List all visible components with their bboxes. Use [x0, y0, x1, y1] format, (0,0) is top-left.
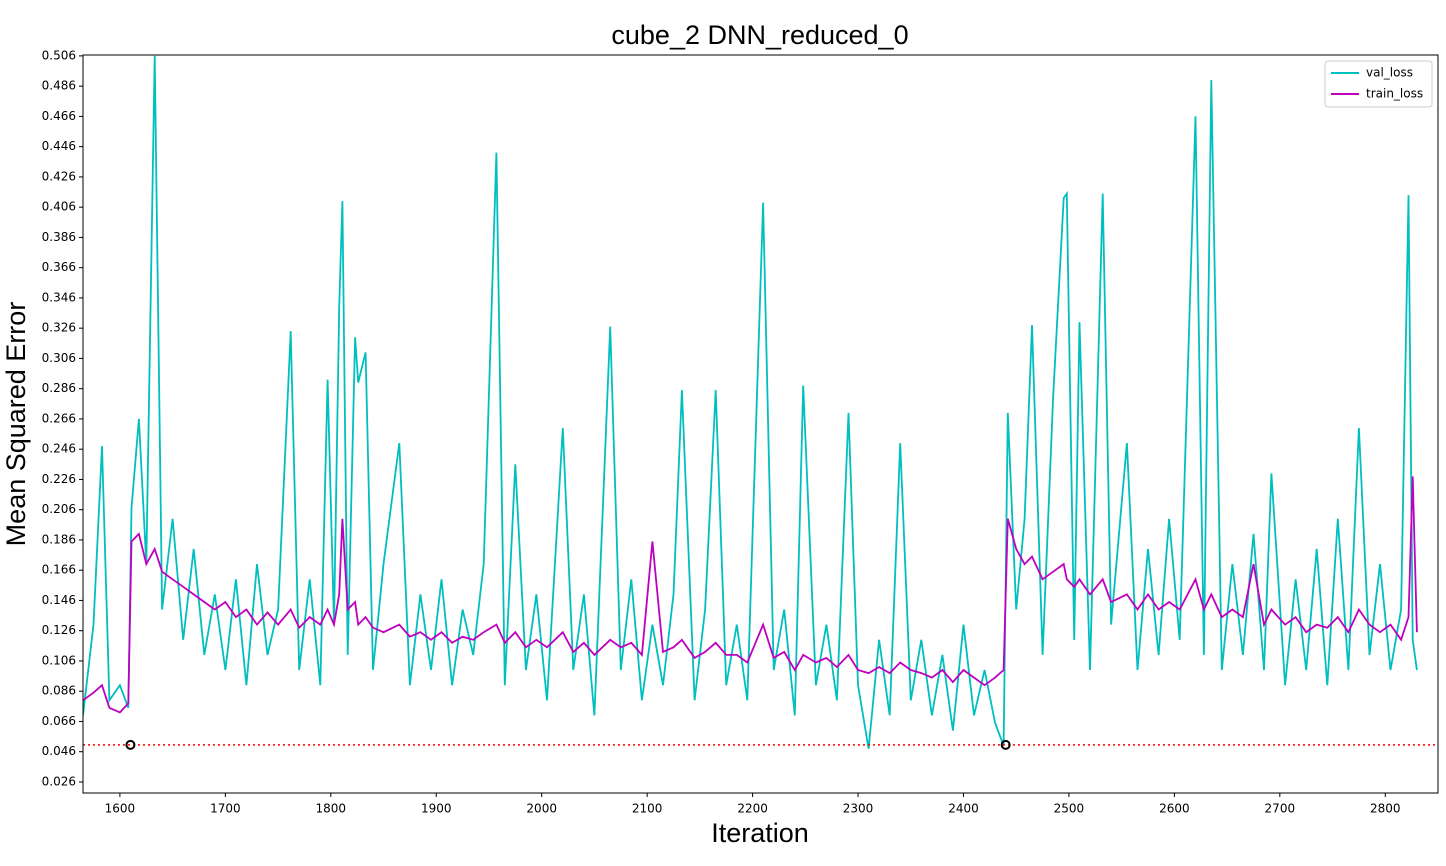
y-tick-label: 0.166 — [42, 563, 76, 577]
y-tick-label: 0.386 — [42, 230, 76, 244]
y-tick-label: 0.486 — [42, 79, 76, 93]
line-series — [83, 476, 1418, 714]
line-series — [83, 55, 1418, 749]
y-tick-label: 0.306 — [42, 351, 76, 365]
axes-frame — [82, 54, 1439, 794]
y-tick-label: 0.266 — [42, 411, 76, 425]
y-tick-label: 0.066 — [42, 714, 76, 728]
x-tick-label: 2500 — [1054, 802, 1085, 816]
x-axis-label: Iteration — [711, 818, 809, 848]
y-axis-label: Mean Squared Error — [1, 302, 31, 547]
y-tick-label: 0.406 — [42, 200, 76, 214]
y-tick-label: 0.086 — [42, 684, 76, 698]
y-tick-label: 0.186 — [42, 532, 76, 546]
x-tick-label: 2200 — [737, 802, 768, 816]
legend-label: train_loss — [1366, 87, 1423, 101]
y-tick-label: 0.106 — [42, 653, 76, 667]
y-tick-label: 0.446 — [42, 139, 76, 153]
y-tick-label: 0.226 — [42, 472, 76, 486]
legend-label: val_loss — [1366, 66, 1413, 80]
x-tick-label: 2600 — [1159, 802, 1190, 816]
y-tick-label: 0.246 — [42, 442, 76, 456]
x-tick-label: 2800 — [1370, 802, 1401, 816]
y-tick-label: 0.326 — [42, 321, 76, 335]
x-tick-label: 1600 — [105, 802, 136, 816]
y-tick-label: 0.366 — [42, 260, 76, 274]
plot-area — [83, 55, 1438, 750]
y-tick-label: 0.506 — [42, 48, 76, 62]
y-tick-label: 0.126 — [42, 623, 76, 637]
x-tick-label: 2400 — [948, 802, 979, 816]
x-tick-label: 2700 — [1265, 802, 1296, 816]
y-tick-label: 0.046 — [42, 744, 76, 758]
y-tick-label: 0.286 — [42, 381, 76, 395]
y-tick-label: 0.466 — [42, 109, 76, 123]
x-tick-label: 1900 — [421, 802, 452, 816]
chart-title: cube_2 DNN_reduced_0 — [611, 20, 908, 50]
marker — [125, 739, 136, 750]
x-tick-label: 1800 — [316, 802, 347, 816]
y-tick-label: 0.146 — [42, 593, 76, 607]
x-tick-label: 2000 — [526, 802, 557, 816]
y-tick-label: 0.346 — [42, 290, 76, 304]
marker — [1000, 739, 1011, 750]
x-tick-label: 1700 — [210, 802, 241, 816]
x-tick-label: 2100 — [632, 802, 663, 816]
y-tick-label: 0.426 — [42, 169, 76, 183]
y-tick-label: 0.026 — [42, 774, 76, 788]
x-tick-label: 2300 — [843, 802, 874, 816]
y-tick-label: 0.206 — [42, 502, 76, 516]
